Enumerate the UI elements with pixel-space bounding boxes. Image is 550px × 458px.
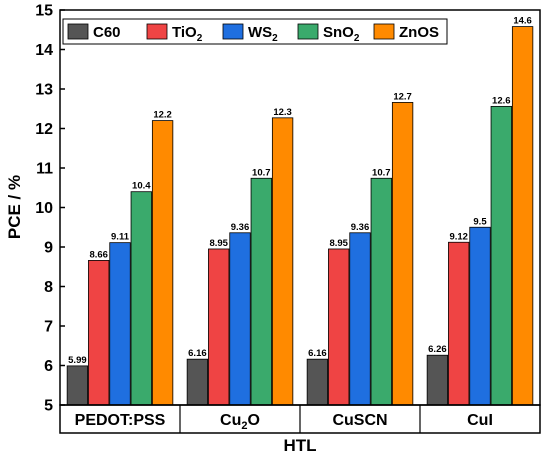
legend-label: SnO2: [323, 24, 360, 44]
bar: [271, 117, 294, 406]
legend-name: WS: [248, 24, 272, 41]
legend-label: ZnOS: [399, 24, 439, 41]
data-label: 5.99: [68, 355, 87, 366]
data-label: 12.6: [492, 95, 511, 106]
category-labels: PEDOT:PSS Cu2O CuSCN CuI: [75, 405, 493, 433]
y-tick-label: 13: [35, 82, 53, 99]
bar: [186, 358, 209, 406]
category-text: Cu: [220, 412, 241, 429]
y-tick-label: 8: [44, 279, 53, 296]
data-label: 9.5: [473, 216, 487, 227]
category-text: CuI: [467, 412, 493, 429]
data-label: 14.6: [513, 16, 532, 27]
y-tick-label: 11: [36, 161, 53, 178]
bar: [349, 232, 371, 406]
bar: [448, 241, 470, 406]
bar: [328, 248, 350, 406]
category-label: CuI: [467, 412, 493, 429]
bar: [109, 242, 131, 406]
y-tick-label: 5: [44, 398, 53, 415]
data-label: 6.26: [428, 344, 447, 355]
y-tick-label: 9: [44, 240, 53, 257]
category-label: PEDOT:PSS: [75, 412, 166, 429]
data-label: 8.66: [89, 249, 108, 260]
legend-label: WS2: [248, 24, 278, 44]
bar: [469, 226, 491, 406]
data-label: 10.4: [132, 181, 151, 192]
data-label: 9.36: [351, 222, 370, 233]
bar: [490, 105, 512, 406]
bar: [208, 248, 230, 406]
bar: [130, 191, 152, 406]
data-label: 10.7: [252, 167, 271, 178]
legend-subscript: 2: [272, 33, 278, 44]
bar: [66, 365, 89, 406]
data-label: 6.16: [188, 348, 207, 359]
bar: [370, 177, 392, 406]
legend-subscript: 2: [197, 33, 203, 44]
legend-name: ZnOS: [399, 24, 439, 41]
y-tick-label: 6: [44, 358, 53, 375]
bar: [391, 102, 414, 406]
x-axis-title: HTL: [283, 436, 316, 455]
y-tick-label: 10: [35, 200, 53, 217]
legend-name: TiO: [172, 24, 197, 41]
bar: [426, 354, 449, 406]
category-label: Cu2O: [220, 412, 260, 432]
category-text: CuSCN: [332, 412, 387, 429]
y-axis-title: PCE / %: [5, 175, 24, 239]
y-tick-label: 14: [35, 42, 53, 59]
bar: [250, 177, 272, 406]
bar: [151, 120, 174, 406]
data-label: 10.7: [372, 167, 391, 178]
data-label: 12.7: [393, 91, 412, 102]
legend-swatch: [373, 23, 395, 40]
data-label: 9.36: [231, 222, 250, 233]
bars-layer: [66, 26, 534, 406]
data-label: 12.2: [153, 110, 172, 121]
data-labels-layer: 5.99 6.16 6.16 6.26 8.66 8.95 8.95 9.12 9.11 9.36…: [68, 16, 532, 366]
y-tick-label: 15: [35, 3, 53, 20]
legend-name: C60: [93, 24, 121, 41]
data-label: 6.16: [308, 348, 327, 359]
legend-label: C60: [93, 24, 121, 41]
data-label: 9.11: [111, 232, 130, 243]
category-suffix: O: [248, 412, 260, 429]
legend-swatch: [297, 23, 319, 40]
category-text: PEDOT:PSS: [75, 412, 166, 429]
bar: [229, 232, 251, 406]
data-label: 9.12: [449, 231, 468, 242]
y-axis: 5 6 7 8 9 10 11 12 13 14 15: [35, 3, 65, 415]
bar: [511, 26, 534, 406]
category-band: PEDOT:PSS Cu2O CuSCN CuI: [59, 404, 541, 434]
legend-label: TiO2: [172, 24, 203, 44]
legend-swatch: [222, 23, 244, 40]
legend: C60 TiO2 WS2 SnO2 ZnOS: [62, 18, 448, 45]
bar: [88, 260, 110, 406]
y-tick-label: 12: [35, 121, 53, 138]
data-label: 12.3: [273, 107, 292, 118]
bar: [306, 358, 329, 406]
legend-name: SnO: [323, 24, 354, 41]
category-subscript: 2: [241, 420, 247, 432]
category-label: CuSCN: [332, 412, 387, 429]
legend-swatch: [146, 23, 168, 40]
y-tick-label: 7: [44, 319, 53, 336]
data-label: 8.95: [329, 238, 348, 249]
legend-swatch: [67, 23, 89, 40]
data-label: 8.95: [209, 238, 228, 249]
legend-subscript: 2: [354, 33, 360, 44]
